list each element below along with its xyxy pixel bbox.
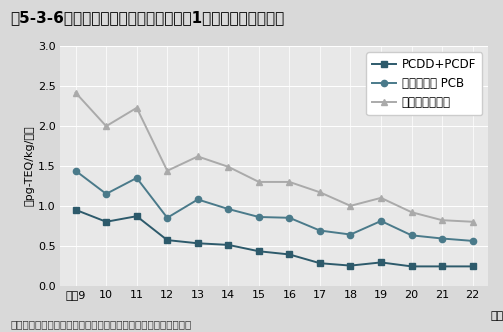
ダイオキシン類 bbox=[317, 190, 323, 194]
PCDD+PCDF bbox=[378, 260, 384, 264]
ダイオキシン類 bbox=[470, 220, 476, 224]
Line: PCDD+PCDF: PCDD+PCDF bbox=[72, 207, 476, 270]
ダイオキシン類 bbox=[439, 218, 445, 222]
コプラナー PCB bbox=[348, 232, 354, 236]
コプラナー PCB bbox=[195, 198, 201, 202]
PCDD+PCDF bbox=[72, 208, 78, 212]
コプラナー PCB bbox=[134, 176, 140, 180]
Text: （年度）: （年度） bbox=[491, 310, 503, 320]
PCDD+PCDF bbox=[408, 264, 414, 268]
PCDD+PCDF bbox=[225, 243, 231, 247]
PCDD+PCDF bbox=[134, 214, 140, 218]
Line: コプラナー PCB: コプラナー PCB bbox=[72, 168, 476, 244]
PCDD+PCDF bbox=[470, 264, 476, 268]
コプラナー PCB bbox=[286, 216, 292, 220]
ダイオキシン類 bbox=[134, 106, 140, 110]
PCDD+PCDF bbox=[256, 249, 262, 253]
Y-axis label: （pg-TEQ/kg/日）: （pg-TEQ/kg/日） bbox=[25, 126, 35, 206]
PCDD+PCDF bbox=[439, 264, 445, 268]
コプラナー PCB bbox=[439, 236, 445, 240]
ダイオキシン類 bbox=[286, 180, 292, 184]
PCDD+PCDF bbox=[164, 238, 170, 242]
ダイオキシン類 bbox=[378, 196, 384, 200]
Line: ダイオキシン類: ダイオキシン類 bbox=[72, 90, 476, 225]
コプラナー PCB bbox=[470, 239, 476, 243]
PCDD+PCDF bbox=[195, 241, 201, 245]
ダイオキシン類 bbox=[103, 124, 109, 128]
ダイオキシン類 bbox=[256, 180, 262, 184]
ダイオキシン類 bbox=[72, 91, 78, 95]
コプラナー PCB bbox=[164, 216, 170, 220]
PCDD+PCDF bbox=[103, 220, 109, 224]
ダイオキシン類 bbox=[195, 154, 201, 158]
Text: 図5-3-6　食品からのダイオキシン類の1日摂取量の経年変化: 図5-3-6 食品からのダイオキシン類の1日摂取量の経年変化 bbox=[10, 10, 284, 25]
PCDD+PCDF bbox=[348, 264, 354, 268]
Text: 資料：厚生労働省「食品からのダイオキシン類一日摂取量調査」: 資料：厚生労働省「食品からのダイオキシン類一日摂取量調査」 bbox=[10, 319, 191, 329]
ダイオキシン類 bbox=[408, 210, 414, 214]
コプラナー PCB bbox=[103, 192, 109, 196]
コプラナー PCB bbox=[317, 228, 323, 232]
コプラナー PCB bbox=[225, 207, 231, 211]
ダイオキシン類 bbox=[164, 169, 170, 173]
コプラナー PCB bbox=[256, 215, 262, 219]
コプラナー PCB bbox=[72, 169, 78, 173]
コプラナー PCB bbox=[378, 219, 384, 223]
ダイオキシン類 bbox=[225, 165, 231, 169]
コプラナー PCB bbox=[408, 233, 414, 237]
Legend: PCDD+PCDF, コプラナー PCB, ダイオキシン類: PCDD+PCDF, コプラナー PCB, ダイオキシン類 bbox=[366, 52, 482, 115]
ダイオキシン類 bbox=[348, 204, 354, 208]
PCDD+PCDF bbox=[286, 252, 292, 256]
PCDD+PCDF bbox=[317, 261, 323, 265]
